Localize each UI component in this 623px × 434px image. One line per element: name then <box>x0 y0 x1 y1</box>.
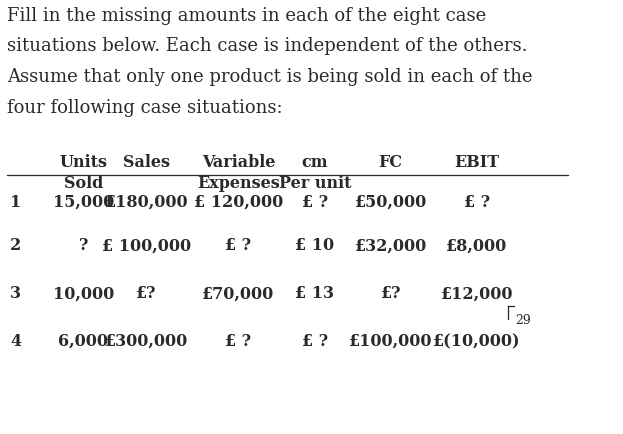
Text: 3: 3 <box>11 284 21 302</box>
Text: £50,000: £50,000 <box>354 193 427 210</box>
Text: £ ?: £ ? <box>302 193 328 210</box>
Text: Units: Units <box>59 154 107 171</box>
Text: £ ?: £ ? <box>226 237 252 254</box>
Text: £ ?: £ ? <box>464 193 490 210</box>
Text: £32,000: £32,000 <box>354 237 427 254</box>
Text: £100,000: £100,000 <box>349 332 432 349</box>
Text: Variable: Variable <box>202 154 275 171</box>
Text: 10,000: 10,000 <box>53 284 114 302</box>
Text: ?: ? <box>78 237 88 254</box>
Text: £(10,000): £(10,000) <box>433 332 521 349</box>
Text: 1: 1 <box>11 193 22 210</box>
Text: Sales: Sales <box>123 154 170 171</box>
Text: EBIT: EBIT <box>454 154 500 171</box>
Text: 6,000: 6,000 <box>59 332 108 349</box>
Text: £ 10: £ 10 <box>295 237 335 254</box>
Text: £?: £? <box>136 284 157 302</box>
Text: £ 120,000: £ 120,000 <box>194 193 283 210</box>
Text: £ 13: £ 13 <box>295 284 335 302</box>
Text: £70,000: £70,000 <box>202 284 275 302</box>
Text: Per unit: Per unit <box>278 175 351 192</box>
Text: 4: 4 <box>11 332 21 349</box>
Text: FC: FC <box>379 154 402 171</box>
Text: Sold: Sold <box>64 175 103 192</box>
Text: 29: 29 <box>515 313 531 326</box>
Text: £?: £? <box>381 284 401 302</box>
Text: Expenses: Expenses <box>197 175 280 192</box>
Text: 2: 2 <box>11 237 22 254</box>
Text: £ ?: £ ? <box>302 332 328 349</box>
Text: Fill in the missing amounts in each of the eight case: Fill in the missing amounts in each of t… <box>7 7 486 24</box>
Text: four following case situations:: four following case situations: <box>7 99 282 117</box>
Text: situations below. Each case is independent of the others.: situations below. Each case is independe… <box>7 37 528 55</box>
Text: £12,000: £12,000 <box>440 284 513 302</box>
Text: £300,000: £300,000 <box>105 332 188 349</box>
Text: Assume that only one product is being sold in each of the: Assume that only one product is being so… <box>7 68 533 86</box>
Text: £ 100,000: £ 100,000 <box>102 237 191 254</box>
Text: £180,000: £180,000 <box>105 193 188 210</box>
Text: £ ?: £ ? <box>226 332 252 349</box>
Text: 15,000: 15,000 <box>53 193 114 210</box>
Text: £8,000: £8,000 <box>446 237 508 254</box>
Text: cm: cm <box>302 154 328 171</box>
